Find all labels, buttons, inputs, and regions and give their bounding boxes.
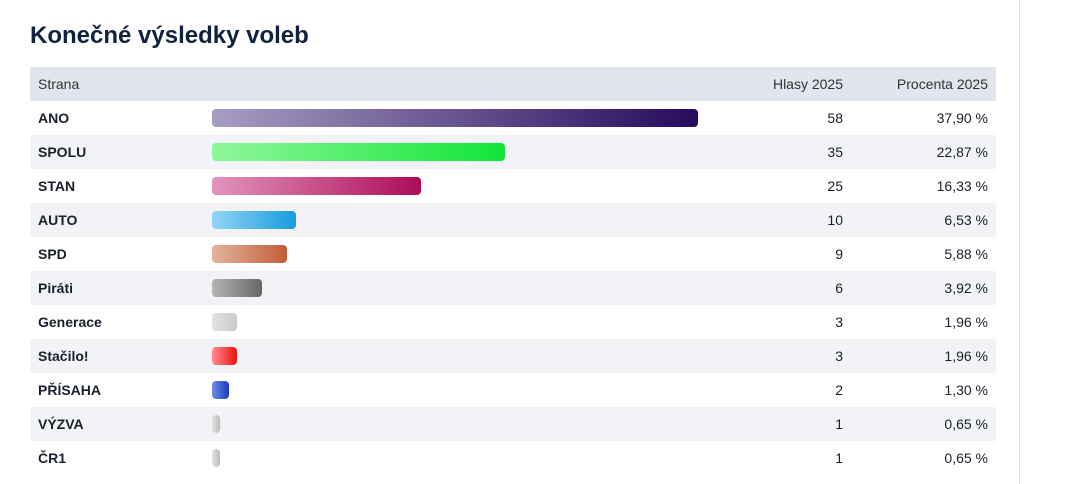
percent: 0,65 % — [944, 450, 988, 466]
votes: 35 — [827, 144, 843, 160]
title: Konečné výsledky voleb — [30, 22, 309, 49]
percent: 1,30 % — [944, 382, 988, 398]
percent: 1,96 % — [944, 348, 988, 364]
party-row: AUTO 10 6,53 % — [30, 203, 996, 237]
party-name: SPOLU — [38, 144, 87, 160]
party-name: Generace — [38, 314, 102, 330]
vote-bar — [212, 313, 238, 331]
party-row: ANO 58 37,90 % — [30, 101, 996, 135]
votes: 1 — [835, 450, 843, 466]
party-name: ČR1 — [38, 450, 67, 466]
header-cell: Strana — [38, 76, 80, 92]
party-name: SPD — [38, 246, 67, 262]
party-row: SPOLU 35 22,87 % — [30, 135, 996, 169]
header-cell: Hlasy 2025 — [772, 76, 843, 92]
votes: 3 — [835, 348, 843, 364]
vote-bar — [212, 177, 422, 195]
percent: 22,87 % — [936, 144, 988, 160]
header-row: Strana Hlasy 2025 Procenta 2025 — [30, 67, 996, 101]
vote-bar — [212, 245, 288, 263]
percent: 5,88 % — [944, 246, 988, 262]
votes: 1 — [835, 416, 843, 432]
party-row: Piráti 6 3,92 % — [30, 271, 996, 305]
party-name: VÝZVA — [38, 416, 84, 432]
votes: 6 — [835, 280, 843, 296]
vote-bar — [212, 415, 221, 433]
party-row: SPD 9 5,88 % — [30, 237, 996, 271]
percent: 6,53 % — [944, 212, 988, 228]
votes: 2 — [835, 382, 843, 398]
party-name: Stačilo! — [38, 348, 89, 364]
party-row: ČR1 1 0,65 % — [30, 441, 996, 475]
vote-bar — [212, 109, 698, 127]
votes: 9 — [835, 246, 843, 262]
party-row: STAN 25 16,33 % — [30, 169, 996, 203]
votes: 3 — [835, 314, 843, 330]
votes: 10 — [827, 212, 843, 228]
party-row: VÝZVA 1 0,65 % — [30, 407, 996, 441]
party-name: PŘÍSAHA — [38, 382, 102, 398]
party-name: Piráti — [38, 280, 74, 296]
votes: 25 — [827, 178, 843, 194]
vote-bar — [212, 381, 229, 399]
percent: 16,33 % — [936, 178, 988, 194]
party-row: Generace 3 1,96 % — [30, 305, 996, 339]
percent: 0,65 % — [944, 416, 988, 432]
votes: 58 — [827, 110, 843, 126]
results-card: Konečné výsledky voleb Strana Hlasy 2025… — [30, 0, 1020, 484]
percent: 37,90 % — [936, 110, 988, 126]
percent: 3,92 % — [944, 280, 988, 296]
vote-bar — [212, 279, 263, 297]
party-row: Stačilo! 3 1,96 % — [30, 339, 996, 373]
party-name: ANO — [38, 110, 70, 126]
party-row: PŘÍSAHA 2 1,30 % — [30, 373, 996, 407]
vote-bar — [212, 347, 238, 365]
vote-bar — [212, 449, 221, 467]
party-name: STAN — [38, 178, 76, 194]
percent: 1,96 % — [944, 314, 988, 330]
party-name: AUTO — [38, 212, 78, 228]
vote-bar — [212, 211, 296, 229]
header-cell: Procenta 2025 — [896, 76, 988, 92]
results-table: Strana Hlasy 2025 Procenta 2025 ANO 58 37,… — [30, 67, 996, 475]
vote-bar — [212, 143, 506, 161]
